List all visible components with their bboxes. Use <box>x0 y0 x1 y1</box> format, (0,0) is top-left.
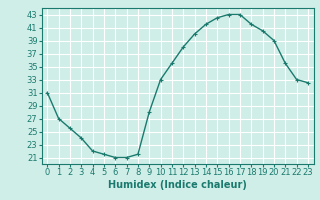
X-axis label: Humidex (Indice chaleur): Humidex (Indice chaleur) <box>108 180 247 190</box>
